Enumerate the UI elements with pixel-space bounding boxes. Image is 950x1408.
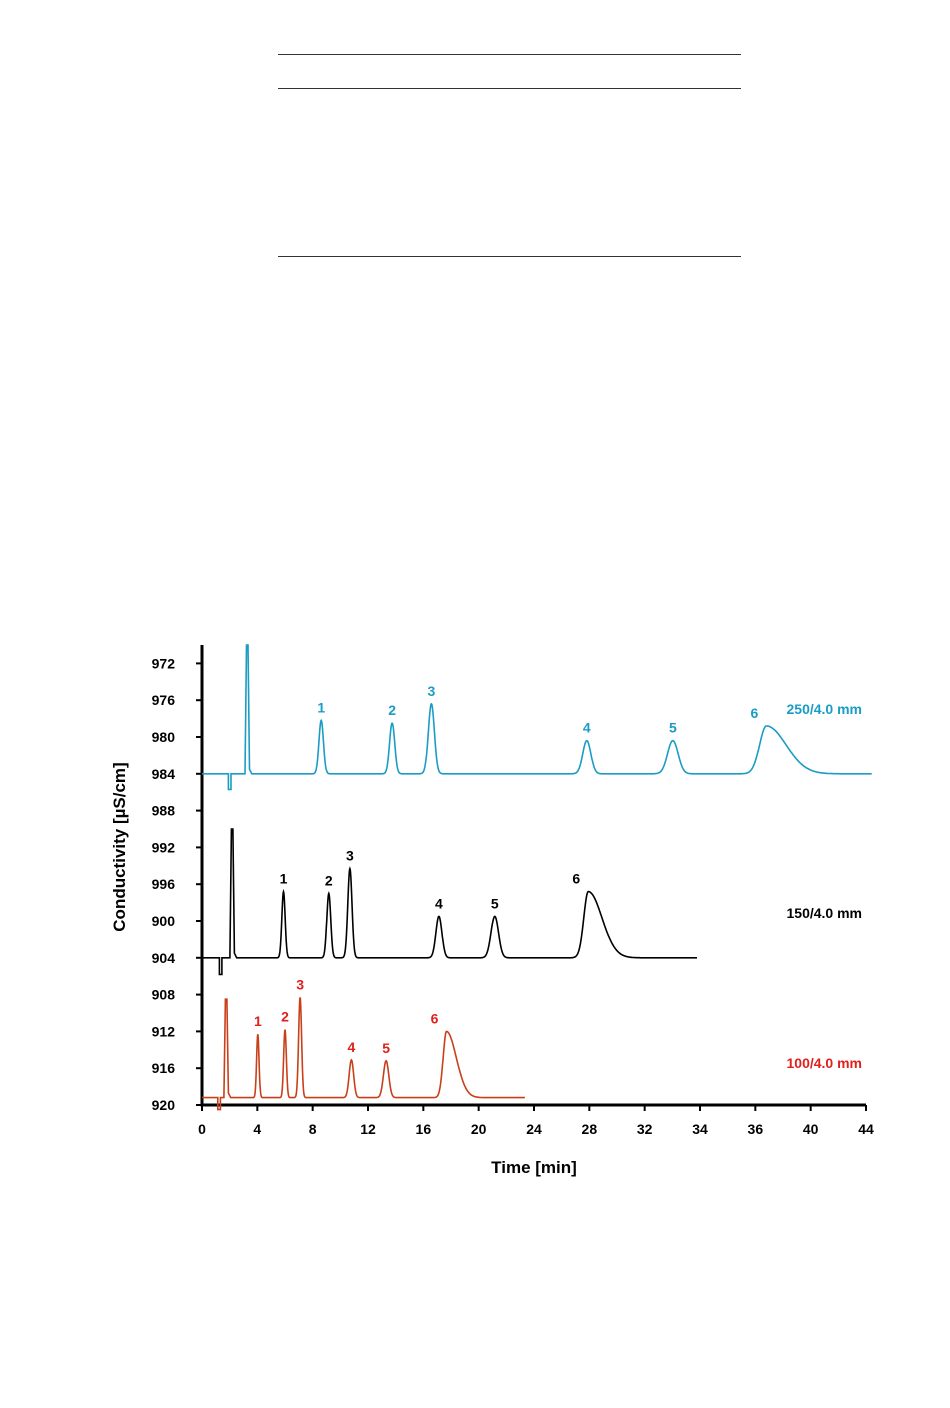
x-tick-label: 28 <box>582 1121 598 1137</box>
series-line <box>202 997 525 1111</box>
x-tick-label: 16 <box>416 1121 432 1137</box>
y-tick-label: 988 <box>152 803 176 819</box>
peak-label: 4 <box>583 720 591 736</box>
x-tick-label: 32 <box>637 1121 653 1137</box>
x-tick-label: 36 <box>748 1121 764 1137</box>
peak-label: 6 <box>751 705 759 721</box>
x-tick-label: 20 <box>471 1121 487 1137</box>
series-line <box>202 828 697 976</box>
y-tick-label: 900 <box>152 913 176 929</box>
x-axis-title: Time [min] <box>491 1158 577 1177</box>
x-tick-label: 40 <box>803 1121 819 1137</box>
y-tick-label: 916 <box>152 1060 176 1076</box>
x-tick-label: 4 <box>253 1121 261 1137</box>
peak-label: 5 <box>669 720 677 736</box>
y-tick-label: 976 <box>152 692 176 708</box>
x-tick-label: 0 <box>198 1121 206 1137</box>
series-line <box>202 644 872 791</box>
y-axis-title: Conductivity [µS/cm] <box>110 762 129 931</box>
y-tick-label: 912 <box>152 1023 176 1039</box>
x-tick-label: 12 <box>360 1121 376 1137</box>
series-name-label: 150/4.0 mm <box>787 905 863 921</box>
peak-label: 1 <box>280 871 288 887</box>
series-name-label: 100/4.0 mm <box>787 1055 863 1071</box>
peak-label: 6 <box>572 871 580 887</box>
x-tick-label: 34 <box>692 1121 708 1137</box>
x-tick-label: 8 <box>309 1121 317 1137</box>
peak-label: 3 <box>296 976 304 992</box>
table-header-rule <box>278 88 741 89</box>
y-tick-label: 984 <box>152 766 176 782</box>
y-tick-label: 972 <box>152 655 176 671</box>
axes-layer: 972 976 980 984 988 992 996 900 904 908 912 916 920 0… <box>152 645 874 1137</box>
table-top-rule <box>278 54 741 55</box>
peak-label: 2 <box>281 1009 289 1025</box>
peak-label: 1 <box>254 1013 262 1029</box>
peak-label: 3 <box>346 848 354 864</box>
peak-label: 3 <box>427 683 435 699</box>
peak-label: 6 <box>431 1010 439 1026</box>
y-tick-label: 992 <box>152 839 176 855</box>
y-tick-label: 980 <box>152 729 176 745</box>
peak-label: 4 <box>435 895 443 911</box>
peak-label: 5 <box>491 895 499 911</box>
x-tick-label: 44 <box>858 1121 874 1137</box>
series-layer <box>202 644 872 1111</box>
peak-label: 2 <box>388 702 396 718</box>
peak-label: 1 <box>317 699 325 715</box>
series-name-label: 250/4.0 mm <box>787 701 863 717</box>
y-tick-label: 996 <box>152 876 176 892</box>
peak-label: 2 <box>325 872 333 888</box>
y-tick-label: 920 <box>152 1097 176 1113</box>
peak-label: 4 <box>348 1039 356 1055</box>
x-tick-label: 24 <box>526 1121 542 1137</box>
table-bottom-rule <box>278 256 741 257</box>
y-tick-label: 908 <box>152 987 176 1003</box>
peak-label: 5 <box>382 1040 390 1056</box>
y-tick-label: 904 <box>152 950 176 966</box>
